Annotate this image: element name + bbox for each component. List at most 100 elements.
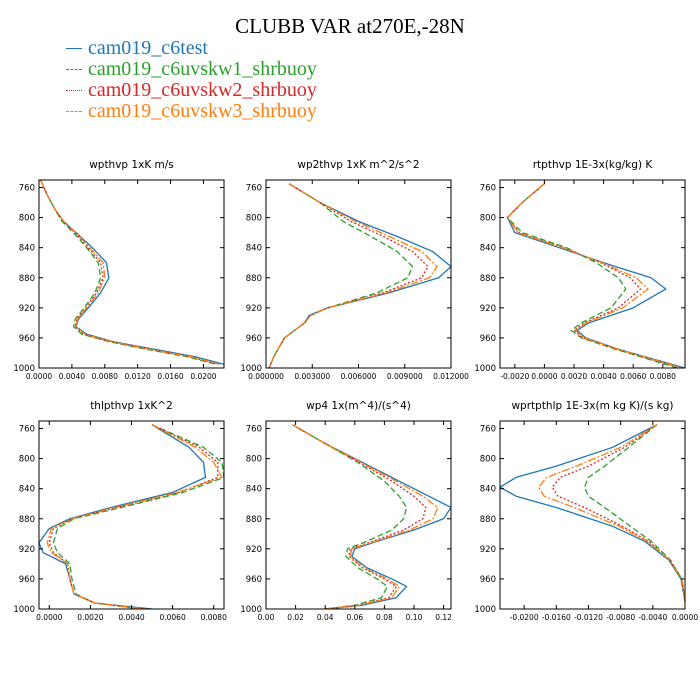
x-tick-label: 0.0040 xyxy=(59,372,85,381)
chart-title: CLUBB VAR at270E,-28N xyxy=(235,14,465,38)
panel-5: wp4 1x(m^4)/(s^4)76080084088092096010000… xyxy=(240,400,452,622)
series-line xyxy=(500,424,685,602)
series-line xyxy=(40,180,216,365)
y-tick-label: 880 xyxy=(19,274,35,284)
panel-3: rtpthvp 1E-3x(kg/kg) K 760 800 840 880 920 960… xyxy=(474,159,686,381)
x-tick-label: 0.02 xyxy=(287,613,304,622)
x-tick-label: -0.0120 xyxy=(574,613,603,622)
series-line xyxy=(40,180,224,365)
panel-4: thlpthvp 1xK^276080084088092096010000.00… xyxy=(13,400,227,622)
x-tick-label: 0.012000 xyxy=(433,372,469,381)
x-tick-label: 0.10 xyxy=(406,613,423,622)
x-tick-label: 0.12 xyxy=(435,613,452,622)
panel-2: wp2thvp 1xK m^2/s^2 760 800 840 880 920 960 100… xyxy=(240,159,469,381)
x-tick-label: 0.0060 xyxy=(159,613,185,622)
x-tick-label: 0.006000 xyxy=(341,372,377,381)
series-group xyxy=(292,424,451,609)
series-line xyxy=(39,424,207,609)
y-tick-label: 880 xyxy=(480,274,496,284)
x-tick-label: 0.000000 xyxy=(248,372,284,381)
panel-title: rtpthvp 1E-3x(kg/kg) K xyxy=(533,159,654,171)
x-tick-label: -0.0040 xyxy=(638,613,667,622)
y-tick-label: 1000 xyxy=(474,605,496,615)
x-tick-label: 0.0000 xyxy=(531,372,557,381)
plot-frame xyxy=(499,179,686,369)
legend: cam019_c6test cam019_c6uvskw1_shrbuoy ca… xyxy=(66,38,317,122)
legend-item-c6test: cam019_c6test xyxy=(66,38,317,59)
panel-title: wprtpthlp 1E-3x(m kg K)/(s kg) xyxy=(511,400,673,412)
legend-swatch xyxy=(66,48,82,49)
legend-label: cam019_c6uvskw1_shrbuoy xyxy=(88,58,317,80)
series-line xyxy=(506,183,683,368)
y-tick-label: 960 xyxy=(246,575,262,585)
series-line xyxy=(40,180,219,365)
x-tick-label: 0.08 xyxy=(376,613,393,622)
legend-label: cam019_c6test xyxy=(88,37,208,59)
series-line xyxy=(268,183,438,368)
plot-frame xyxy=(38,179,225,369)
series-group xyxy=(39,424,224,609)
y-tick-label: 800 xyxy=(480,455,496,465)
x-tick-label: 0.0020 xyxy=(77,613,103,622)
y-tick-label: 840 xyxy=(480,485,496,495)
y-tick-label: 760 xyxy=(480,184,496,194)
y-tick-label: 960 xyxy=(480,334,496,344)
y-tick-label: 800 xyxy=(480,214,496,224)
series-line xyxy=(292,424,439,609)
series-group xyxy=(268,183,451,368)
y-tick-label: 760 xyxy=(19,184,35,194)
series-group xyxy=(500,424,685,602)
y-tick-label: 1000 xyxy=(13,605,35,615)
y-tick-label: 1000 xyxy=(240,364,262,374)
x-tick-label: 0.003000 xyxy=(294,372,330,381)
x-tick-label: 0.0000 xyxy=(36,613,62,622)
series-line xyxy=(551,424,685,602)
series-line xyxy=(537,424,685,602)
series-line xyxy=(268,183,451,368)
series-line xyxy=(292,424,451,609)
plot-frame xyxy=(265,179,452,369)
y-tick-label: 880 xyxy=(246,274,262,284)
panel-1: wpthvp 1xK m/s76080084088092096010000.00… xyxy=(13,159,225,381)
x-tick-label: 0.0000 xyxy=(672,613,698,622)
x-tick-label: 0.0120 xyxy=(125,372,151,381)
plot-frame xyxy=(265,420,452,610)
y-tick-label: 920 xyxy=(19,545,35,555)
plot-frame xyxy=(499,420,686,610)
series-group xyxy=(40,180,224,365)
y-tick-label: 960 xyxy=(19,575,35,585)
series-line xyxy=(46,424,223,609)
x-tick-label: -0.0080 xyxy=(606,613,635,622)
y-tick-label: 1000 xyxy=(13,364,35,374)
y-tick-label: 880 xyxy=(480,515,496,525)
series-line xyxy=(506,183,685,368)
series-line xyxy=(40,180,221,365)
y-tick-label: 960 xyxy=(480,575,496,585)
legend-swatch xyxy=(66,111,82,112)
series-line xyxy=(292,424,408,609)
y-tick-label: 960 xyxy=(246,334,262,344)
y-tick-label: 880 xyxy=(19,515,35,525)
y-tick-label: 840 xyxy=(19,244,35,254)
series-group xyxy=(506,183,685,368)
x-tick-label: -0.0020 xyxy=(500,372,529,381)
x-tick-label: 0.0020 xyxy=(561,372,587,381)
x-tick-label: -0.0160 xyxy=(542,613,571,622)
y-tick-label: 920 xyxy=(246,304,262,314)
x-tick-label: 0.0040 xyxy=(118,613,144,622)
y-tick-label: 1000 xyxy=(240,605,262,615)
series-line xyxy=(506,183,678,368)
y-tick-label: 920 xyxy=(480,304,496,314)
y-tick-label: 760 xyxy=(19,425,35,435)
x-tick-label: 0.04 xyxy=(317,613,334,622)
y-tick-label: 880 xyxy=(246,515,262,525)
y-tick-label: 800 xyxy=(246,455,262,465)
y-tick-label: 840 xyxy=(246,485,262,495)
x-tick-label: 0.0080 xyxy=(201,613,227,622)
panel-title: wp4 1x(m^4)/(s^4) xyxy=(306,400,411,412)
y-tick-label: 840 xyxy=(246,244,262,254)
y-tick-label: 800 xyxy=(19,455,35,465)
legend-item-uvskw3: cam019_c6uvskw3_shrbuoy xyxy=(66,101,317,122)
legend-label: cam019_c6uvskw2_shrbuoy xyxy=(88,79,317,101)
